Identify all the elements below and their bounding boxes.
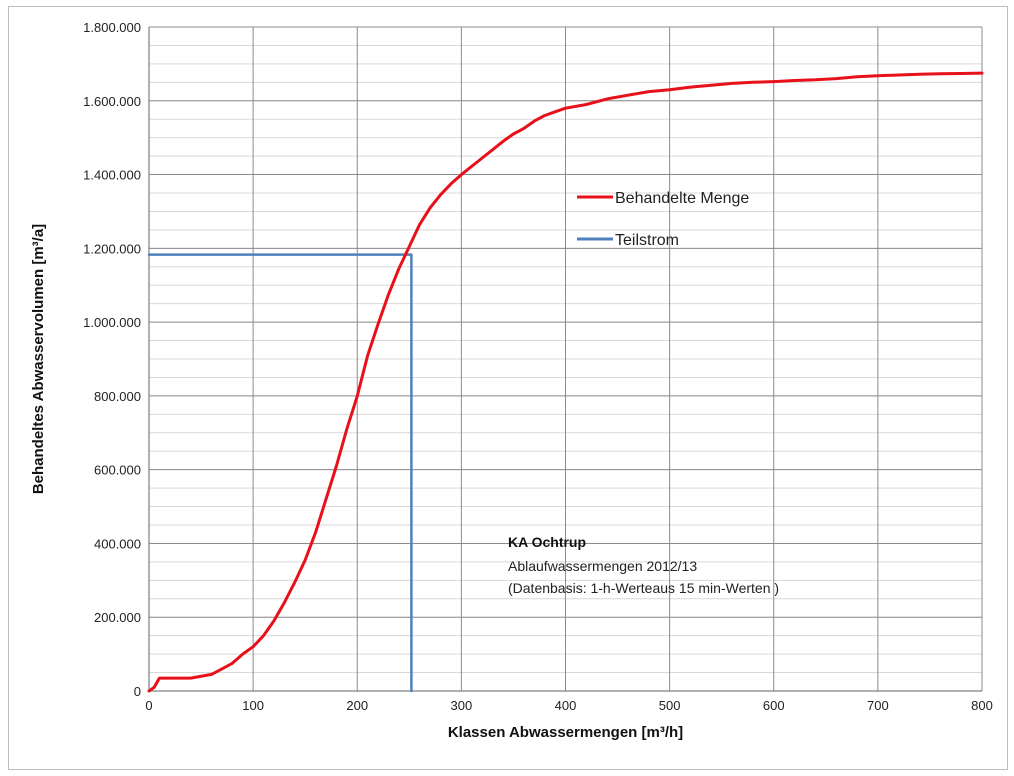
y-tick-label: 1.600.000 — [83, 94, 141, 109]
legend-label-behandelte-menge: Behandelte Menge — [615, 190, 749, 207]
x-tick-label: 400 — [555, 698, 577, 713]
x-axis-title: Klassen Abwassermengen [m³/h] — [448, 724, 683, 741]
y-tick-label: 600.000 — [94, 463, 141, 478]
y-tick-label: 1.800.000 — [83, 20, 141, 35]
x-tick-label: 200 — [346, 698, 368, 713]
x-tick-label: 500 — [659, 698, 681, 713]
series-layer — [147, 71, 984, 693]
y-tick-label: 400.000 — [94, 536, 141, 551]
y-tick-label: 200.000 — [94, 610, 141, 625]
y-tick-label: 1.400.000 — [83, 168, 141, 183]
y-tick-label: 1.200.000 — [83, 241, 141, 256]
x-tick-labels: 0 100 200 300 400 500 600 700 800 — [145, 698, 992, 713]
major-gridlines — [148, 26, 983, 692]
annotation-box: KA Ochtrup Ablaufwassermengen 2012/13 (D… — [508, 534, 779, 596]
x-tick-label: 0 — [145, 698, 152, 713]
legend-label-teilstrom: Teilstrom — [615, 232, 679, 249]
x-tick-label: 600 — [763, 698, 785, 713]
series-line-teilstrom — [147, 253, 413, 693]
annotation-line-1: Ablaufwassermengen 2012/13 — [508, 558, 697, 574]
y-tick-label: 0 — [134, 684, 141, 699]
line-chart: 0 200.000 400.000 600.000 800.000 1.000.000 1.… — [30, 20, 993, 741]
y-tick-labels: 0 200.000 400.000 600.000 800.000 1.000.000 1.… — [83, 20, 141, 699]
x-tick-label: 300 — [451, 698, 473, 713]
annotation-line-2: (Datenbasis: 1-h-Werteaus 15 min-Werten … — [508, 580, 779, 596]
chart-frame: 0 200.000 400.000 600.000 800.000 1.000.000 1.… — [8, 6, 1008, 770]
y-tick-label: 1.000.000 — [83, 315, 141, 330]
x-tick-label: 700 — [867, 698, 889, 713]
x-tick-label: 100 — [242, 698, 264, 713]
legend: Behandelte Menge Teilstrom — [577, 190, 749, 249]
y-axis-title: Behandeltes Abwasservolumen [m³/a] — [30, 224, 47, 494]
x-tick-label: 800 — [971, 698, 993, 713]
series-line-behandelte-menge — [147, 71, 984, 693]
y-tick-label: 800.000 — [94, 389, 141, 404]
annotation-title: KA Ochtrup — [508, 534, 586, 550]
